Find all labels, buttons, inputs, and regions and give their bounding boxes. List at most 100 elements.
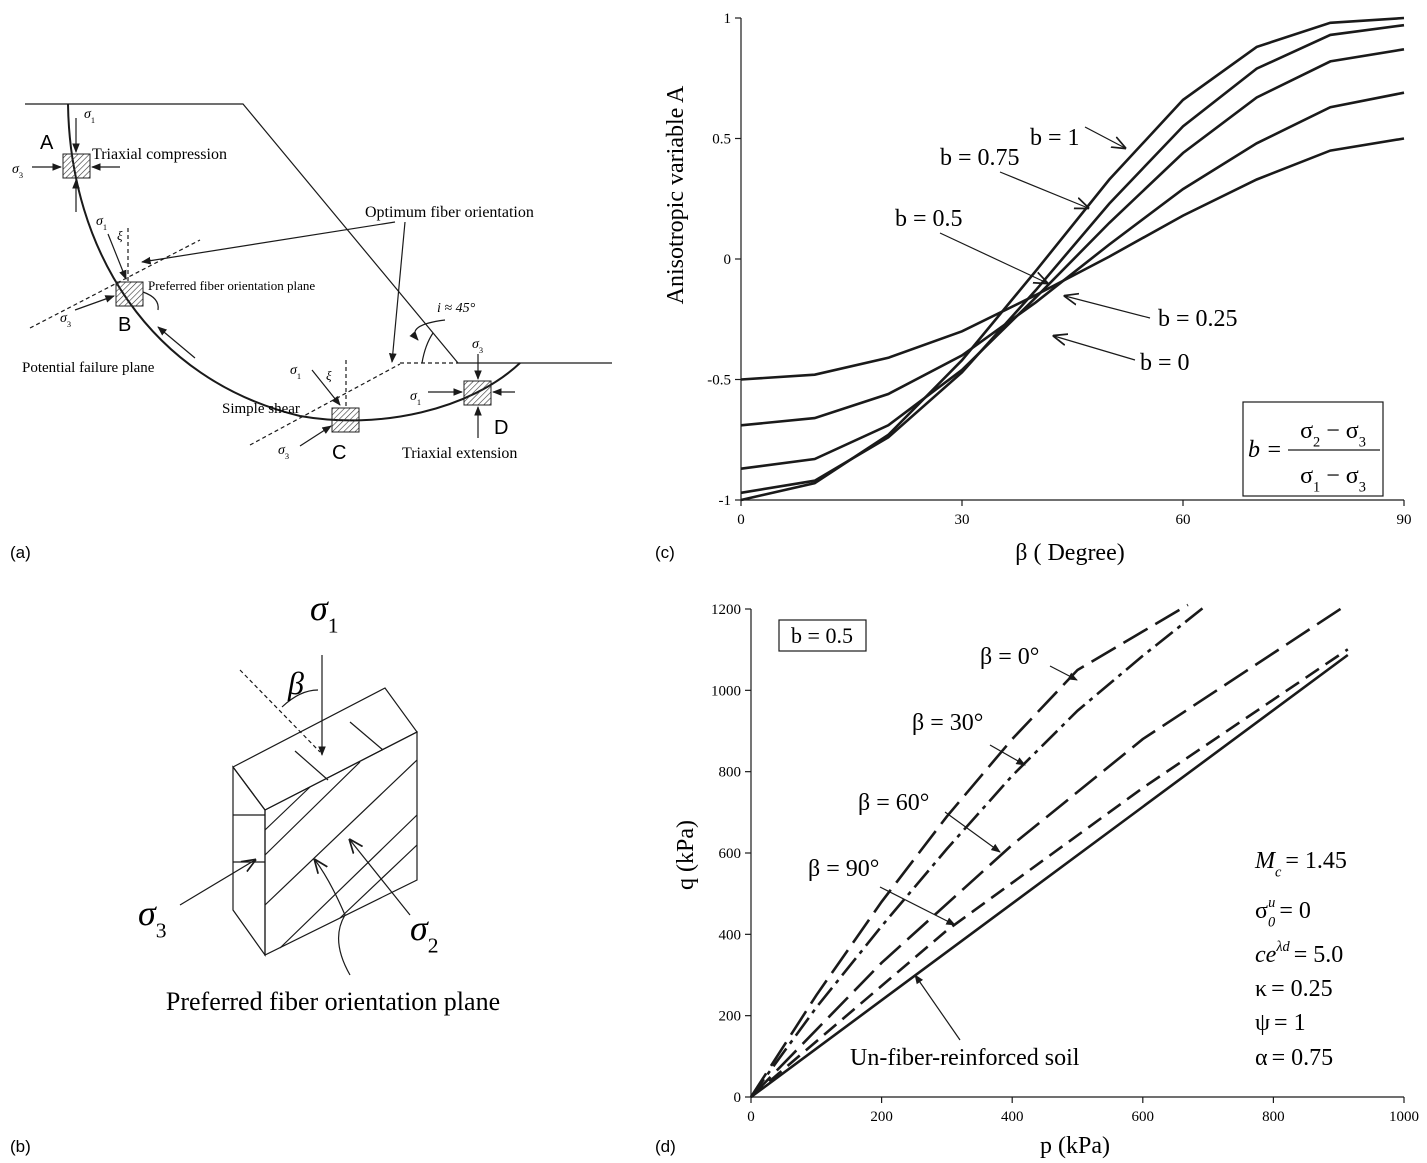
text-part: σ	[1300, 463, 1313, 489]
series-line	[749, 605, 1206, 1098]
caption: Preferred fiber orientation plane	[166, 987, 500, 1016]
text-part: σ	[310, 588, 329, 628]
y-tick-label: 1000	[711, 683, 741, 699]
series-label: Un-fiber-reinforced soil	[850, 1045, 1080, 1071]
label-arrow	[999, 171, 1088, 208]
parameter: α = 0.75	[1255, 1045, 1333, 1071]
text-part: −	[1326, 418, 1340, 444]
label: Simple shear	[222, 401, 300, 417]
x-tick-label: 400	[1001, 1109, 1024, 1125]
text-part: 1	[328, 614, 339, 638]
diagram-b: β Preferred fiber orientation plane	[166, 655, 500, 1016]
text-part: 3	[479, 346, 483, 355]
leader	[315, 860, 351, 976]
fiber-lines	[233, 721, 418, 949]
series-line	[740, 91, 1405, 427]
element-b	[115, 281, 144, 307]
series-line	[749, 603, 1189, 1098]
text-part: λd	[1275, 939, 1290, 955]
text-part: σ	[60, 311, 68, 326]
series-line	[740, 137, 1405, 381]
label: Optimum fiber orientation	[365, 204, 534, 221]
failure-plane	[67, 103, 521, 422]
text-part: σ	[1346, 463, 1359, 489]
text-part: σ	[278, 443, 286, 458]
series-label: β = 30°	[912, 710, 983, 736]
text-part: = 1	[1274, 1010, 1306, 1036]
series-label: b = 0.75	[940, 145, 1020, 171]
y-tick-label: 0.5	[712, 132, 731, 148]
series-line	[740, 48, 1405, 470]
series-label: β = 90°	[808, 856, 879, 882]
symbol: β	[287, 665, 304, 701]
box-label: b = 0.5	[791, 623, 853, 648]
point-label: D	[494, 417, 508, 439]
parameter: ceλd = 5.0	[1255, 939, 1343, 968]
stress-symbol: σ1	[410, 389, 421, 407]
y-axis-label: q (kPa)	[673, 820, 699, 890]
diagram-a: A B C D Triaxial compression Optimum fib…	[22, 103, 612, 464]
y-tick-label: 1	[724, 11, 732, 27]
text-part: σ	[410, 389, 418, 404]
parameter: σ0 u = 0	[1255, 895, 1311, 930]
text-part: 1	[417, 398, 421, 407]
text-part: ψ	[1255, 1010, 1270, 1036]
slope-outline	[25, 103, 612, 364]
label-arrow	[989, 744, 1026, 766]
y-tick-label: 600	[719, 846, 742, 862]
formula-part: σ1− σ3	[1300, 463, 1366, 495]
label-arrow	[1084, 126, 1125, 148]
y-tick-label: 400	[719, 927, 742, 943]
text-part: σ	[1300, 418, 1313, 444]
stress-symbol: σ3	[278, 443, 289, 461]
label: i ≈ 45°	[437, 301, 476, 316]
stress-symbol: σ1	[96, 214, 107, 232]
panel-label: (d)	[655, 1137, 676, 1156]
parameter: κ = 0.25	[1255, 976, 1333, 1002]
label-arrow	[1049, 665, 1078, 681]
sigma2-arrow	[350, 840, 411, 916]
formula-box	[1242, 401, 1384, 497]
panel-label: (c)	[655, 543, 675, 562]
text-part: 3	[67, 320, 71, 329]
box	[778, 619, 867, 652]
stress-symbol: σ3	[472, 337, 483, 355]
symbol: ξ	[326, 368, 332, 383]
label-arrow	[939, 232, 1047, 283]
prism-side	[232, 765, 266, 957]
text-part: 1	[297, 372, 301, 381]
text-part: = 0	[1279, 898, 1311, 924]
x-axis-label: β ( Degree)	[1015, 540, 1124, 566]
angle-arc	[421, 332, 434, 364]
y-axis-label: Anisotropic variable A	[663, 85, 689, 304]
sigma3-arrow	[179, 860, 255, 906]
parameter: Mc = 1.45	[1254, 848, 1347, 880]
label: Triaxial compression	[92, 146, 227, 163]
leader	[142, 291, 159, 311]
series-line	[750, 653, 1349, 1099]
panel-label: (b)	[10, 1137, 31, 1156]
text-part: κ	[1255, 976, 1267, 1002]
text-part: α	[1255, 1045, 1268, 1071]
text-part: 3	[156, 919, 167, 943]
stress-symbol: σ1	[84, 107, 95, 125]
x-tick-label: 0	[737, 512, 745, 528]
x-axis-label: p (kPa)	[1040, 1133, 1110, 1159]
label-arrow	[914, 974, 961, 1041]
text-part: = 1.45	[1285, 848, 1347, 874]
y-tick-label: 0	[734, 1090, 742, 1106]
y-tick-label: 1200	[711, 602, 741, 618]
stress-symbol: σ2	[410, 908, 439, 958]
label-arrow	[1065, 296, 1151, 319]
y-tick-label: -1	[719, 493, 732, 509]
stress-symbol: σ1	[310, 588, 339, 638]
text-part: 3	[1359, 434, 1366, 450]
x-tick-label: 90	[1397, 512, 1412, 528]
label: Potential failure plane	[22, 360, 155, 376]
x-tick-label: 600	[1132, 1109, 1155, 1125]
text-part: σ	[12, 162, 20, 177]
series-line	[750, 603, 1349, 1098]
prism-top	[232, 687, 418, 811]
series-line	[740, 23, 1405, 495]
